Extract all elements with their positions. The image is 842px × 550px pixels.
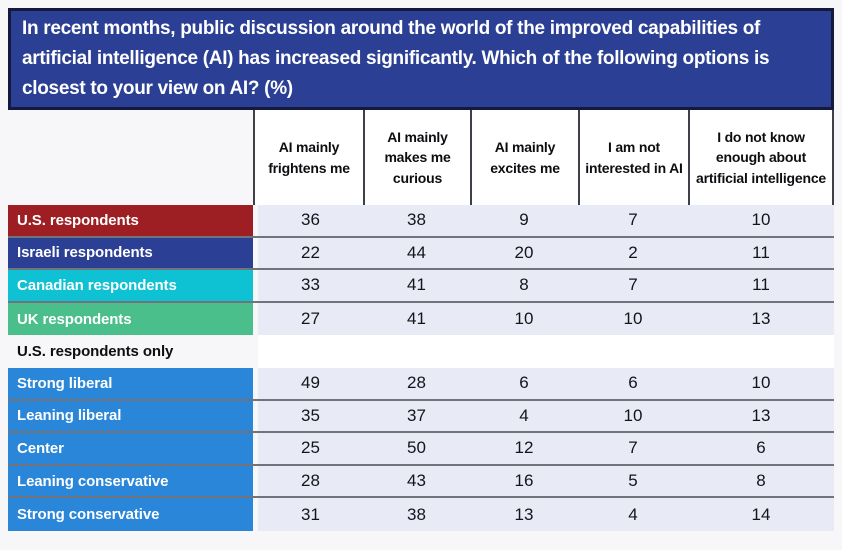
value-cell: 14 (751, 504, 771, 524)
value-cell: 7 (628, 438, 638, 458)
value-cell: 44 (407, 242, 426, 262)
value-cell: 27 (301, 309, 320, 329)
table-row: Canadian respondents 33 41 8 7 11 (8, 270, 834, 303)
table-row: Leaning conservative 28 43 16 5 8 (8, 465, 834, 499)
value-cell: 36 (301, 210, 320, 230)
row-label: Israeli respondents (8, 237, 253, 269)
value-cell: 7 (628, 275, 638, 295)
value-cell: 38 (407, 504, 426, 524)
value-cell: 8 (756, 471, 766, 491)
value-cell: 41 (407, 309, 426, 329)
row-label: U.S. respondents (8, 205, 253, 236)
value-cell: 5 (628, 471, 638, 491)
table-row: Leaning liberal 35 37 4 10 13 (8, 400, 834, 434)
table-row: UK respondents 27 41 10 10 13 (8, 302, 834, 336)
row-values (258, 335, 834, 368)
value-cell: 10 (514, 309, 534, 329)
column-header-cell: I do not know enough about artificial in… (688, 110, 834, 205)
row-values: 33 41 8 7 11 (258, 270, 834, 301)
value-cell: 9 (519, 210, 529, 230)
value-cell: 49 (301, 373, 320, 393)
value-cell: 35 (301, 405, 320, 425)
value-cell: 7 (628, 210, 638, 230)
row-values: 27 41 10 10 13 (258, 302, 834, 336)
row-label: Strong liberal (8, 367, 253, 399)
value-cell: 38 (407, 210, 426, 230)
value-cell: 37 (407, 405, 426, 425)
value-cell: 13 (751, 405, 771, 425)
value-cell: 22 (301, 242, 320, 262)
row-label: UK respondents (8, 302, 253, 336)
value-cell: 10 (623, 309, 643, 329)
value-cell: 11 (752, 242, 770, 262)
value-cell: 41 (407, 275, 426, 295)
value-cell: 33 (301, 275, 320, 295)
value-cell: 50 (407, 438, 426, 458)
row-label: Canadian respondents (8, 270, 253, 301)
row-label: Strong conservative (8, 498, 253, 531)
table-row: Strong liberal 49 28 6 6 10 (8, 367, 834, 401)
value-cell: 4 (628, 504, 638, 524)
value-cell: 13 (514, 504, 534, 524)
page-title: In recent months, public discussion arou… (8, 8, 834, 110)
column-headers: AI mainly frightens me AI mainly makes me… (253, 110, 834, 205)
row-values: 22 44 20 2 11 (258, 237, 834, 269)
row-values: 25 50 12 7 6 (258, 433, 834, 464)
value-cell: 4 (519, 405, 529, 425)
column-header-cell: AI mainly makes me curious (363, 110, 470, 205)
value-cell: 12 (514, 438, 534, 458)
column-header-cell: I am not interested in AI (578, 110, 688, 205)
table-body: U.S. respondents 36 38 9 7 10 Israeli responde… (8, 205, 834, 531)
row-values: 28 43 16 5 8 (258, 465, 834, 497)
value-cell: 2 (628, 242, 638, 262)
value-cell: 6 (628, 373, 638, 393)
table-row: U.S. respondents 36 38 9 7 10 (8, 205, 834, 238)
value-cell: 10 (751, 210, 771, 230)
table-row: Strong conservative 31 38 13 4 14 (8, 498, 834, 531)
value-cell: 6 (519, 373, 529, 393)
row-values: 49 28 6 6 10 (258, 367, 834, 399)
value-cell: 13 (751, 309, 771, 329)
row-label: Center (8, 433, 253, 464)
row-values: 35 37 4 10 13 (258, 400, 834, 432)
value-cell: 31 (301, 504, 320, 524)
table-row: U.S. respondents only (8, 335, 834, 368)
section-subheader: U.S. respondents only (17, 343, 174, 361)
value-cell: 10 (751, 373, 771, 393)
value-cell: 11 (752, 275, 770, 295)
value-cell: 8 (519, 275, 529, 295)
row-label: Leaning liberal (8, 400, 253, 432)
value-cell: 16 (514, 471, 534, 491)
table-row: Israeli respondents 22 44 20 2 11 (8, 237, 834, 271)
row-label: Leaning conservative (8, 465, 253, 497)
value-cell: 10 (623, 405, 643, 425)
row-values: 36 38 9 7 10 (258, 205, 834, 236)
value-cell: 6 (756, 438, 766, 458)
table-row: Center 25 50 12 7 6 (8, 433, 834, 466)
column-header-cell: AI mainly excites me (470, 110, 578, 205)
value-cell: 28 (407, 373, 426, 393)
column-header-cell: AI mainly frightens me (253, 110, 363, 205)
row-values: 31 38 13 4 14 (258, 498, 834, 531)
value-cell: 20 (514, 242, 534, 262)
value-cell: 28 (301, 471, 320, 491)
value-cell: 25 (301, 438, 320, 458)
value-cell: 43 (407, 471, 426, 491)
